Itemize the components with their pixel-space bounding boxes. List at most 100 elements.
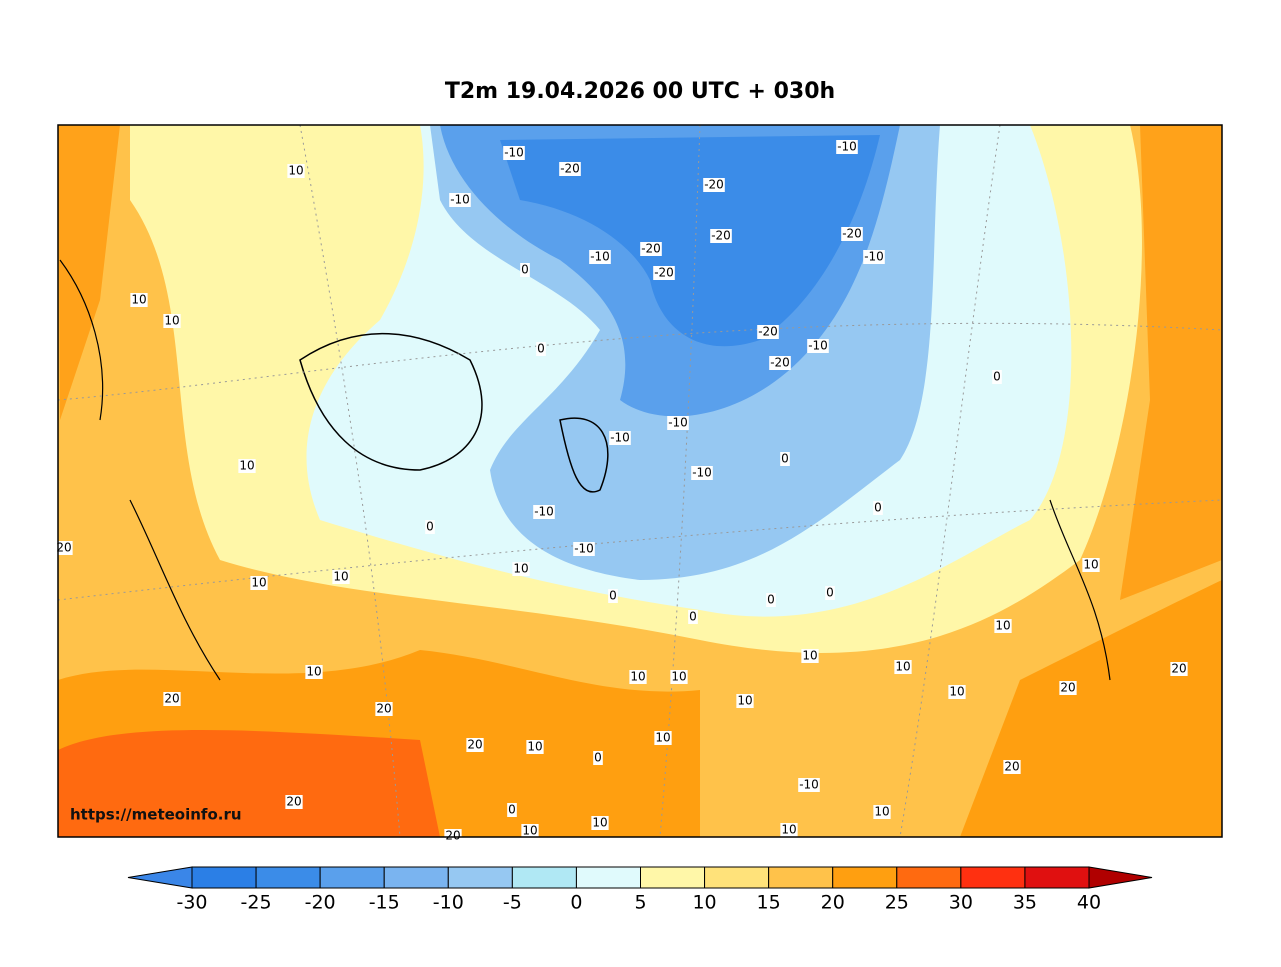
colorbar-segment: [511, 866, 577, 889]
contour-label: -20: [770, 356, 790, 370]
contour-label-bg: [801, 649, 819, 663]
contour-label-bg: [593, 751, 603, 765]
coldest-region: [500, 135, 880, 347]
contour-label-bg: [591, 816, 609, 830]
contour-label: 0: [689, 610, 697, 624]
colorbar-segment: [447, 866, 513, 889]
colorbar-segment: [896, 866, 962, 889]
colorbar-tick-label: 0: [570, 892, 582, 914]
contour-label: 0: [521, 263, 529, 277]
contour-label: -10: [450, 193, 470, 207]
contour-label: 10: [522, 824, 537, 838]
colorbar-tick-label: 35: [1013, 892, 1037, 914]
contour-label: 20: [286, 795, 301, 809]
contour-label: 20: [1171, 662, 1186, 676]
contour-label: -10: [610, 431, 630, 445]
contour-label-bg: [873, 805, 891, 819]
contour-label-bg: [640, 242, 662, 256]
contour-label: 0: [508, 803, 516, 817]
contour-label: -20: [654, 266, 674, 280]
colorbar-segment: [191, 866, 257, 889]
contour-label: 10: [131, 293, 146, 307]
contour-label-bg: [332, 570, 350, 584]
contour-label: 10: [333, 570, 348, 584]
contour-label: 0: [826, 586, 834, 600]
contour-label-bg: [653, 266, 675, 280]
contour-label-bg: [503, 146, 525, 160]
contour-label: 10: [737, 694, 752, 708]
title: T2m 19.04.2026 00 UTC + 030h: [445, 79, 835, 104]
coastline: [299, 333, 609, 493]
contour-label-bg: [250, 576, 268, 590]
contour-label-bg: [130, 293, 148, 307]
contour-label-bg: [873, 501, 883, 515]
contour-label: 10: [164, 314, 179, 328]
contour-label-bg: [836, 140, 858, 154]
colorbar-segment: [1024, 866, 1090, 889]
contour-label: 20: [56, 541, 71, 555]
colorbar-segment: [832, 866, 898, 889]
contour-label: 20: [164, 692, 179, 706]
contour-label-bg: [520, 263, 530, 277]
colorbar-tick-label: 30: [949, 892, 973, 914]
contour-label-bg: [667, 416, 689, 430]
contour-label: 0: [993, 370, 1001, 384]
colorbar-tick-label: -5: [503, 892, 522, 914]
colorbar-segment: [255, 866, 321, 889]
contour-label: -20: [842, 227, 862, 241]
graticule: [58, 125, 1222, 837]
contour-label: 10: [630, 670, 645, 684]
contour-label-bg: [305, 665, 323, 679]
colorbar-tick-label: 10: [692, 892, 716, 914]
hottest-region: [58, 730, 440, 837]
contour-label: 10: [655, 731, 670, 745]
map: 10-10-20-20-10-10-20-20 -20-10-20-1001010…: [55, 124, 1223, 843]
contour-label: 0: [767, 593, 775, 607]
contour-label: 20: [1004, 760, 1019, 774]
contour-label: -10: [504, 146, 524, 160]
contour-label: 10: [513, 562, 528, 576]
colorbar-tick-label: 15: [757, 892, 781, 914]
map-frame: [57, 124, 1223, 838]
contour-label: -10: [799, 778, 819, 792]
contour-label-bg: [703, 178, 725, 192]
contour-label-bg: [780, 823, 798, 837]
colorbar-tick-label: -30: [176, 892, 207, 914]
contour-label: 10: [781, 823, 796, 837]
contour-label: -10: [692, 466, 712, 480]
contour-label: -20: [704, 178, 724, 192]
contour-label: 10: [306, 665, 321, 679]
contour-label: 20: [376, 702, 391, 716]
contour-label-bg: [466, 738, 484, 752]
contour-label: 10: [239, 459, 254, 473]
contour-label: 10: [527, 740, 542, 754]
colorbar-segment: [383, 866, 449, 889]
colorbar-tick-label: -25: [241, 892, 272, 914]
contour-label-bg: [1003, 760, 1021, 774]
contour-label-bg: [948, 685, 966, 699]
contour-label-bg: [285, 795, 303, 809]
contour-label-bg: [533, 505, 555, 519]
contour-label-bg: [736, 694, 754, 708]
contour-label: 0: [609, 589, 617, 603]
contour-label-bg: [238, 459, 256, 473]
contour-label-bg: [375, 702, 393, 716]
colorbar-tick-label: -20: [305, 892, 336, 914]
colorbar-tick-label: 5: [634, 892, 646, 914]
contour-label-bg: [609, 431, 631, 445]
contour-label-bg: [769, 356, 791, 370]
contour-label-bg: [629, 670, 647, 684]
colorbar-tick-label: 40: [1077, 892, 1101, 914]
colorbar-tick-label: 25: [885, 892, 909, 914]
contour-label-bg: [825, 586, 835, 600]
contour-label-bg: [521, 824, 539, 838]
contour-label-bg: [512, 562, 530, 576]
contour-label: 10: [592, 816, 607, 830]
contour-label-bg: [691, 466, 713, 480]
contour-label: 10: [251, 576, 266, 590]
contour-label: 10: [874, 805, 889, 819]
contour-label-bg: [526, 740, 544, 754]
contour-label-bg: [994, 619, 1012, 633]
contour-label-bg: [688, 610, 698, 624]
contour-label-bg: [163, 314, 181, 328]
